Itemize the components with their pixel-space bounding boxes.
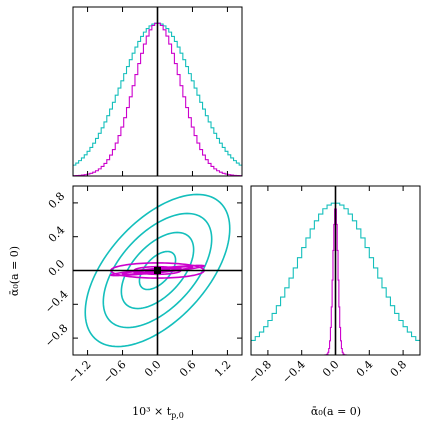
mid-y-tick-label-1: −0.4 (42, 288, 70, 316)
right-x-tick-label-2: 0.0 (320, 358, 342, 380)
panel-hist-t (72, 6, 243, 177)
panel-2d-t-vs-a: −1.2 −0.6 0.0 0.6 1.2 −0.8 −0.4 0.0 0.4 0.8 (42, 185, 243, 386)
mid-x-tick-label-1: −0.6 (101, 358, 129, 386)
hist-a-series1 (251, 202, 420, 355)
x-axis-label-t: 10³ × tp,0 (132, 405, 184, 420)
hist-a-series1-group (251, 202, 420, 355)
mid-x-tick-label-4: 1.2 (212, 358, 234, 380)
mid-y-tick-label-0: −0.8 (42, 322, 70, 350)
right-x-tick-label-4: 0.8 (388, 358, 410, 380)
truth-point (154, 267, 161, 274)
hist-t-series2-group (73, 22, 242, 176)
contour-series1-level1 (138, 250, 177, 291)
y-axis-label-a: ᾱ₀(a = 0) (8, 246, 21, 296)
panel-hist-a: −0.8 −0.4 0.0 0.4 0.8 (246, 185, 421, 386)
right-x-tick-label-1: −0.4 (280, 358, 308, 386)
mid-x-tick-label-2: 0.0 (142, 358, 164, 380)
mid-x-tick-label-0: −1.2 (66, 358, 94, 386)
hist-t-series2 (73, 22, 242, 176)
mid-y-tick-label-2: 0.0 (46, 257, 68, 279)
x-axis-label-a: ᾱ₀(a = 0) (311, 405, 361, 418)
x-axis-label-t-main: 10³ × t (132, 405, 172, 418)
right-x-tick-label-3: 0.4 (354, 358, 376, 380)
contour-series1-level4 (84, 193, 231, 348)
x-axis-label-t-sub: p,0 (171, 411, 184, 420)
contour-series1-level2 (120, 231, 195, 310)
mid-x-tick-label-3: 0.6 (177, 358, 199, 380)
right-x-tick-label-0: −0.8 (246, 358, 274, 386)
mid-y-tick-label-4: 0.8 (46, 190, 68, 212)
mid-y-tick-label-3: 0.4 (46, 223, 68, 245)
contour-series1-level3 (102, 212, 213, 329)
